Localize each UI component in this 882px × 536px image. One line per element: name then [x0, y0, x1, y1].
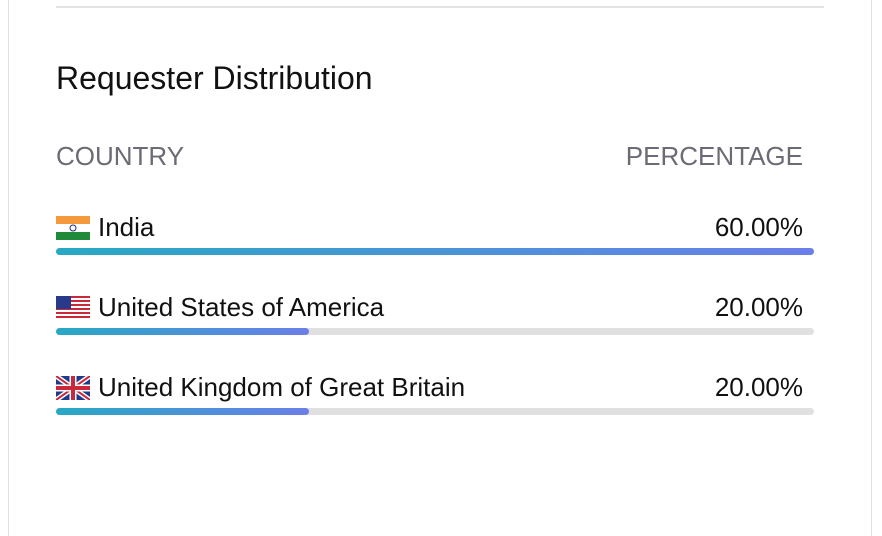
percentage: 60.00%: [714, 212, 803, 242]
flag: [56, 295, 90, 320]
flag: [56, 215, 90, 240]
country-cell: India: [56, 212, 154, 243]
bar-track: [56, 408, 814, 415]
row: United Kingdom of Great Britain 20.00%: [56, 372, 814, 432]
percentage: 20.00%: [714, 372, 803, 402]
bar: [56, 328, 309, 335]
row: United States of America 20.00%: [56, 292, 814, 352]
bar-track: [56, 328, 814, 335]
row: India 60.00%: [56, 212, 814, 272]
title: Requester Distribution: [56, 60, 373, 96]
bar-track: [56, 248, 814, 255]
country-cell: United Kingdom of Great Britain: [56, 372, 465, 403]
country: India: [98, 212, 155, 242]
country-cell: United States of America: [56, 292, 384, 323]
card: [8, 0, 872, 536]
column-header: PERCENTAGE: [625, 141, 803, 171]
divider: [56, 6, 824, 8]
country: United Kingdom of Great Britain: [98, 372, 466, 402]
bar: [56, 248, 814, 255]
country: United States of America: [98, 292, 385, 322]
percentage: 20.00%: [714, 292, 803, 322]
column-header: COUNTRY: [56, 141, 185, 171]
bar: [56, 408, 309, 415]
flag: [56, 375, 90, 400]
